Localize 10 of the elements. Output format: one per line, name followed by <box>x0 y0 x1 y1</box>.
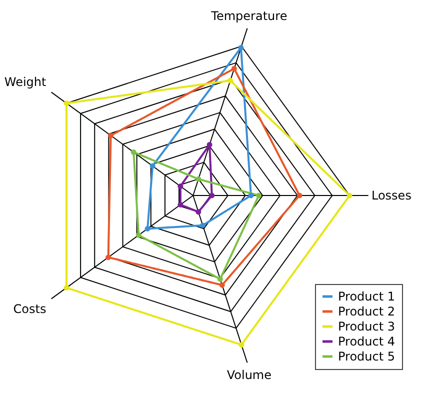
legend-label: Product 3 <box>338 320 396 334</box>
legend-label: Product 4 <box>338 334 396 348</box>
spoke-label: Losses <box>371 188 412 202</box>
spoke-label: Temperature <box>210 9 288 24</box>
spoke-label: Costs <box>13 302 46 316</box>
spoke-label: Weight <box>4 75 47 90</box>
spoke-label: Volume <box>226 368 272 382</box>
legend-label: Product 1 <box>338 290 396 304</box>
legend-label: Product 2 <box>338 304 396 318</box>
legend-label: Product 5 <box>338 350 396 364</box>
